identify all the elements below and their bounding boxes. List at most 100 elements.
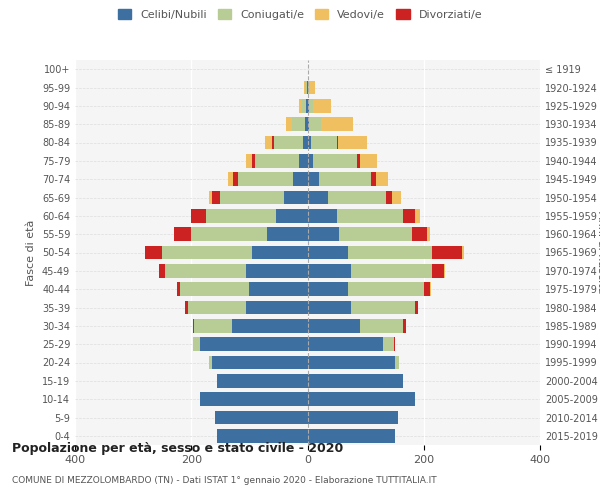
Bar [424,282,430,296]
Bar [433,264,444,278]
Bar [311,136,337,149]
Bar [403,319,406,332]
Bar [308,356,395,370]
Bar [322,118,353,131]
Bar [308,118,309,131]
Bar [165,264,247,278]
Bar [145,246,162,260]
Bar [174,228,191,241]
Bar [308,209,337,222]
Bar [252,246,308,260]
Bar [233,172,238,186]
Bar [159,264,165,278]
Bar [461,246,464,260]
Bar [303,136,308,149]
Bar [308,282,348,296]
Bar [308,300,351,314]
Bar [188,300,247,314]
Bar [337,209,403,222]
Bar [265,136,272,149]
Y-axis label: Anni di nascita: Anni di nascita [596,211,600,294]
Bar [308,228,340,241]
Bar [247,300,308,314]
Text: Popolazione per età, sesso e stato civile - 2020: Popolazione per età, sesso e stato civil… [12,442,343,455]
Bar [193,338,200,351]
Bar [308,246,348,260]
Bar [348,246,433,260]
Bar [217,429,308,442]
Bar [444,264,445,278]
Y-axis label: Fasce di età: Fasce di età [26,220,36,286]
Bar [217,374,308,388]
Bar [308,154,313,168]
Bar [313,154,357,168]
Bar [293,172,308,186]
Bar [308,264,351,278]
Bar [433,246,461,260]
Bar [415,209,419,222]
Bar [308,99,313,112]
Bar [193,319,194,332]
Bar [200,392,308,406]
Bar [415,300,418,314]
Bar [308,374,403,388]
Bar [299,154,308,168]
Bar [395,356,400,370]
Bar [383,338,394,351]
Bar [376,172,388,186]
Bar [371,172,376,186]
Bar [308,392,415,406]
Bar [292,118,305,131]
Bar [255,154,299,168]
Bar [209,190,212,204]
Bar [232,319,308,332]
Bar [386,190,392,204]
Bar [340,228,412,241]
Bar [309,118,321,131]
Bar [308,190,328,204]
Bar [351,264,433,278]
Bar [351,300,415,314]
Bar [412,228,427,241]
Bar [307,99,308,112]
Bar [185,300,188,314]
Bar [191,228,267,241]
Bar [348,282,424,296]
Text: COMUNE DI MEZZOLOMBARDO (TN) - Dati ISTAT 1° gennaio 2020 - Elaborazione TUTTITA: COMUNE DI MEZZOLOMBARDO (TN) - Dati ISTA… [12,476,437,485]
Bar [308,172,319,186]
Bar [360,319,403,332]
Bar [308,319,360,332]
Bar [309,80,315,94]
Bar [308,338,383,351]
Bar [302,99,307,112]
Bar [200,338,308,351]
Bar [305,118,308,131]
Bar [220,190,284,204]
Bar [252,154,255,168]
Bar [194,319,232,332]
Bar [403,209,415,222]
Bar [392,190,401,204]
Bar [308,410,398,424]
Bar [191,209,206,222]
Bar [229,172,233,186]
Bar [338,136,367,149]
Bar [313,99,331,112]
Bar [247,154,252,168]
Bar [274,136,303,149]
Bar [284,190,308,204]
Bar [212,190,220,204]
Bar [357,154,360,168]
Bar [275,209,308,222]
Bar [162,246,252,260]
Bar [360,154,377,168]
Bar [319,172,371,186]
Bar [286,118,292,131]
Bar [394,338,395,351]
Bar [215,410,308,424]
Bar [328,190,386,204]
Bar [206,209,275,222]
Bar [308,136,311,149]
Bar [238,172,293,186]
Bar [247,264,308,278]
